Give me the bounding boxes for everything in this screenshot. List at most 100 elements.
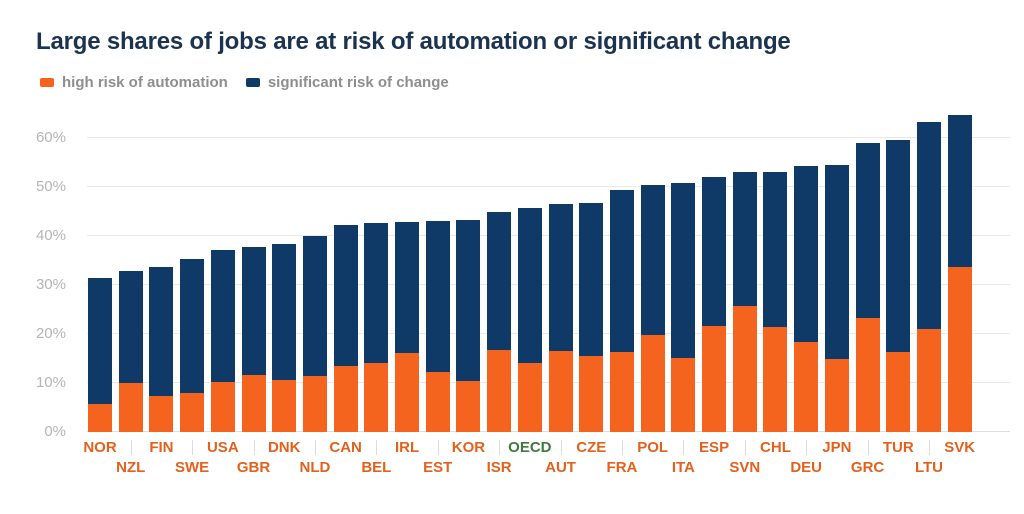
- legend-swatch-high-risk: [40, 78, 54, 87]
- gridline-40: [87, 235, 1010, 236]
- x-axis-label-gbr: GBR: [236, 459, 271, 476]
- x-axis-label-svn: SVN: [729, 459, 761, 476]
- bar-segment-significant-change: [180, 258, 205, 393]
- bar-segment-high-risk: [118, 383, 143, 432]
- x-axis-label-nzl: NZL: [116, 459, 146, 476]
- bar-segment-high-risk: [272, 380, 297, 432]
- x-axis-cell-esp: ESP: [699, 433, 729, 493]
- x-axis-cell-pol: POL: [637, 433, 668, 493]
- chart-title: Large shares of jobs are at risk of auto…: [36, 28, 791, 55]
- bar-swe: [180, 258, 205, 432]
- bar-segment-significant-change: [732, 171, 757, 306]
- bar-can: [333, 225, 358, 432]
- legend-label-significant-change: significant risk of change: [267, 74, 449, 91]
- bar-segment-significant-change: [671, 182, 696, 358]
- x-axis-label-ltu: LTU: [914, 459, 944, 476]
- x-axis-divider: [744, 440, 746, 455]
- bar-segment-high-risk: [855, 317, 880, 432]
- x-axis-cell-chl: CHL: [760, 433, 791, 493]
- bar-segment-significant-change: [149, 267, 174, 397]
- x-axis-divider: [867, 440, 869, 455]
- bar-tur: [886, 139, 911, 432]
- plot-area: 0% 10% 20% 30% 40% 50% 60%: [36, 105, 1010, 440]
- x-axis-cell-grc: GRC: [851, 433, 884, 493]
- bar-segment-significant-change: [118, 271, 143, 383]
- x-axis-divider: [621, 440, 623, 455]
- x-axis-divider: [560, 440, 562, 455]
- gridline-10: [87, 382, 1010, 383]
- bar-segment-high-risk: [149, 396, 174, 432]
- bar-oecd: [517, 208, 542, 432]
- x-axis-divider: [499, 440, 501, 455]
- x-axis-cell-isr: ISR: [487, 433, 512, 493]
- x-axis-cell-nzl: NZL: [116, 433, 146, 493]
- x-axis-label-tur: TUR: [882, 439, 914, 456]
- bar-deu: [794, 165, 819, 432]
- bar-fin: [149, 267, 174, 432]
- bar-pol: [640, 185, 665, 432]
- x-axis-label-nor: NOR: [83, 439, 117, 456]
- x-axis-cell-svn: SVN: [729, 433, 760, 493]
- x-axis-label-kor: KOR: [451, 439, 486, 456]
- bar-segment-significant-change: [364, 223, 389, 364]
- bar-segment-high-risk: [364, 363, 389, 432]
- bar-usa: [210, 249, 235, 432]
- bar-gbr: [241, 247, 266, 432]
- bar-segment-significant-change: [794, 165, 819, 342]
- x-axis-label-jpn: JPN: [822, 439, 852, 456]
- bar-chl: [763, 172, 788, 432]
- x-axis-divider: [314, 440, 316, 455]
- bar-segment-high-risk: [302, 376, 327, 432]
- x-axis-label-grc: GRC: [850, 459, 885, 476]
- y-axis-tick-label: 0%: [44, 423, 66, 440]
- x-axis-divider: [806, 440, 808, 455]
- x-axis-cell-dnk: DNK: [268, 433, 301, 493]
- bar-segment-high-risk: [180, 392, 205, 432]
- x-axis-cell-usa: USA: [207, 433, 239, 493]
- bar-segment-significant-change: [947, 114, 972, 267]
- bar-segment-high-risk: [671, 357, 696, 432]
- x-axis-label-est: EST: [423, 459, 453, 476]
- gridline-30: [87, 284, 1010, 285]
- x-axis-cell-jpn: JPN: [822, 433, 852, 493]
- bar-segment-significant-change: [517, 208, 542, 364]
- y-axis-tick-label: 20%: [35, 325, 66, 342]
- x-axis-cell-irl: IRL: [395, 433, 419, 493]
- y-axis-tick-label: 50%: [35, 178, 66, 195]
- legend-label-high-risk: high risk of automation: [62, 74, 228, 91]
- bar-segment-high-risk: [210, 382, 235, 432]
- x-axis-label-dnk: DNK: [267, 439, 301, 456]
- bar-isr: [487, 212, 512, 432]
- bar-segment-significant-change: [241, 247, 266, 376]
- bar-segment-significant-change: [456, 219, 481, 382]
- gridline-20: [87, 333, 1010, 334]
- x-axis-cell-fra: FRA: [607, 433, 637, 493]
- bar-ltu: [916, 122, 941, 432]
- bar-jpn: [824, 165, 849, 432]
- x-axis-label-can: CAN: [329, 439, 362, 456]
- bar-segment-high-risk: [548, 351, 573, 432]
- bar-nzl: [118, 271, 143, 432]
- bar-segment-high-risk: [487, 350, 512, 432]
- gridline-60: [87, 137, 1010, 138]
- bar-fra: [609, 190, 634, 432]
- legend-item-high-risk: high risk of automation: [40, 74, 228, 91]
- x-axis-label-cze: CZE: [576, 439, 607, 456]
- x-axis-cell-nld: NLD: [300, 433, 330, 493]
- bar-dnk: [272, 244, 297, 432]
- bar-segment-high-risk: [886, 351, 911, 432]
- gridline-0: [87, 431, 1010, 432]
- bar-segment-high-risk: [794, 341, 819, 432]
- x-axis-label-irl: IRL: [394, 439, 420, 456]
- x-axis-label-oecd: OECD: [508, 439, 552, 456]
- gridline-50: [87, 186, 1010, 187]
- bar-irl: [395, 221, 420, 432]
- bar-segment-significant-change: [272, 244, 297, 381]
- bar-nor: [88, 278, 112, 432]
- bar-segment-high-risk: [916, 329, 941, 432]
- x-axis-cell-cze: CZE: [576, 433, 607, 493]
- x-axis-divider: [253, 440, 255, 455]
- bar-segment-significant-change: [579, 203, 604, 357]
- x-axis-label-nld: NLD: [299, 459, 331, 476]
- bar-segment-high-risk: [425, 372, 450, 432]
